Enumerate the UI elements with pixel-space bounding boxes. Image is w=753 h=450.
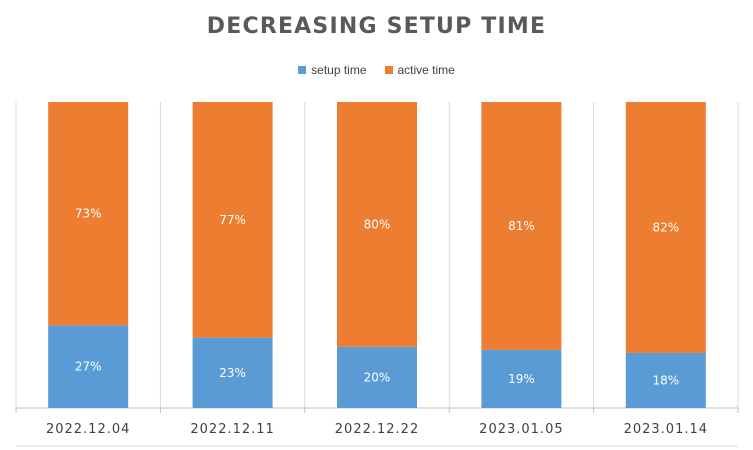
legend-label-setup-time: setup time [311,63,367,77]
bar-setup-time [48,325,129,408]
bar-active-time [481,102,562,350]
data-label-active-time: 81% [508,219,535,233]
legend: setup time active time [0,63,753,77]
bar-active-time [192,102,273,338]
x-tick-label: 2022.12.11 [190,422,274,437]
data-label-setup-time: 18% [652,373,679,387]
data-label-setup-time: 23% [219,366,246,380]
data-label-active-time: 80% [364,217,391,231]
x-tick-label: 2022.12.04 [46,422,130,437]
data-label-setup-time: 20% [364,370,391,384]
legend-swatch-active-time [384,66,393,74]
legend-swatch-setup-time [298,66,307,74]
data-label-setup-time: 27% [75,360,102,374]
x-tick-label: 2023.01.14 [624,422,708,437]
bar-active-time [48,102,129,326]
data-label-setup-time: 19% [508,372,535,386]
data-label-active-time: 82% [652,220,679,234]
bar-active-time [337,102,417,347]
legend-item-setup-time: setup time [298,63,367,77]
bar-setup-time [625,352,706,408]
data-label-active-time: 77% [219,213,246,227]
x-tick-label: 2022.12.22 [335,422,419,437]
legend-label-active-time: active time [397,63,455,77]
bar-setup-time [481,349,562,408]
chart-title: DECREASING SETUP TIME [206,14,547,39]
bar-setup-time [337,346,417,408]
data-label-active-time: 73% [75,207,102,221]
bar-setup-time [192,337,273,408]
x-tick-label: 2023.01.05 [479,422,563,437]
legend-item-active-time: active time [384,63,455,77]
bar-active-time [625,102,706,353]
